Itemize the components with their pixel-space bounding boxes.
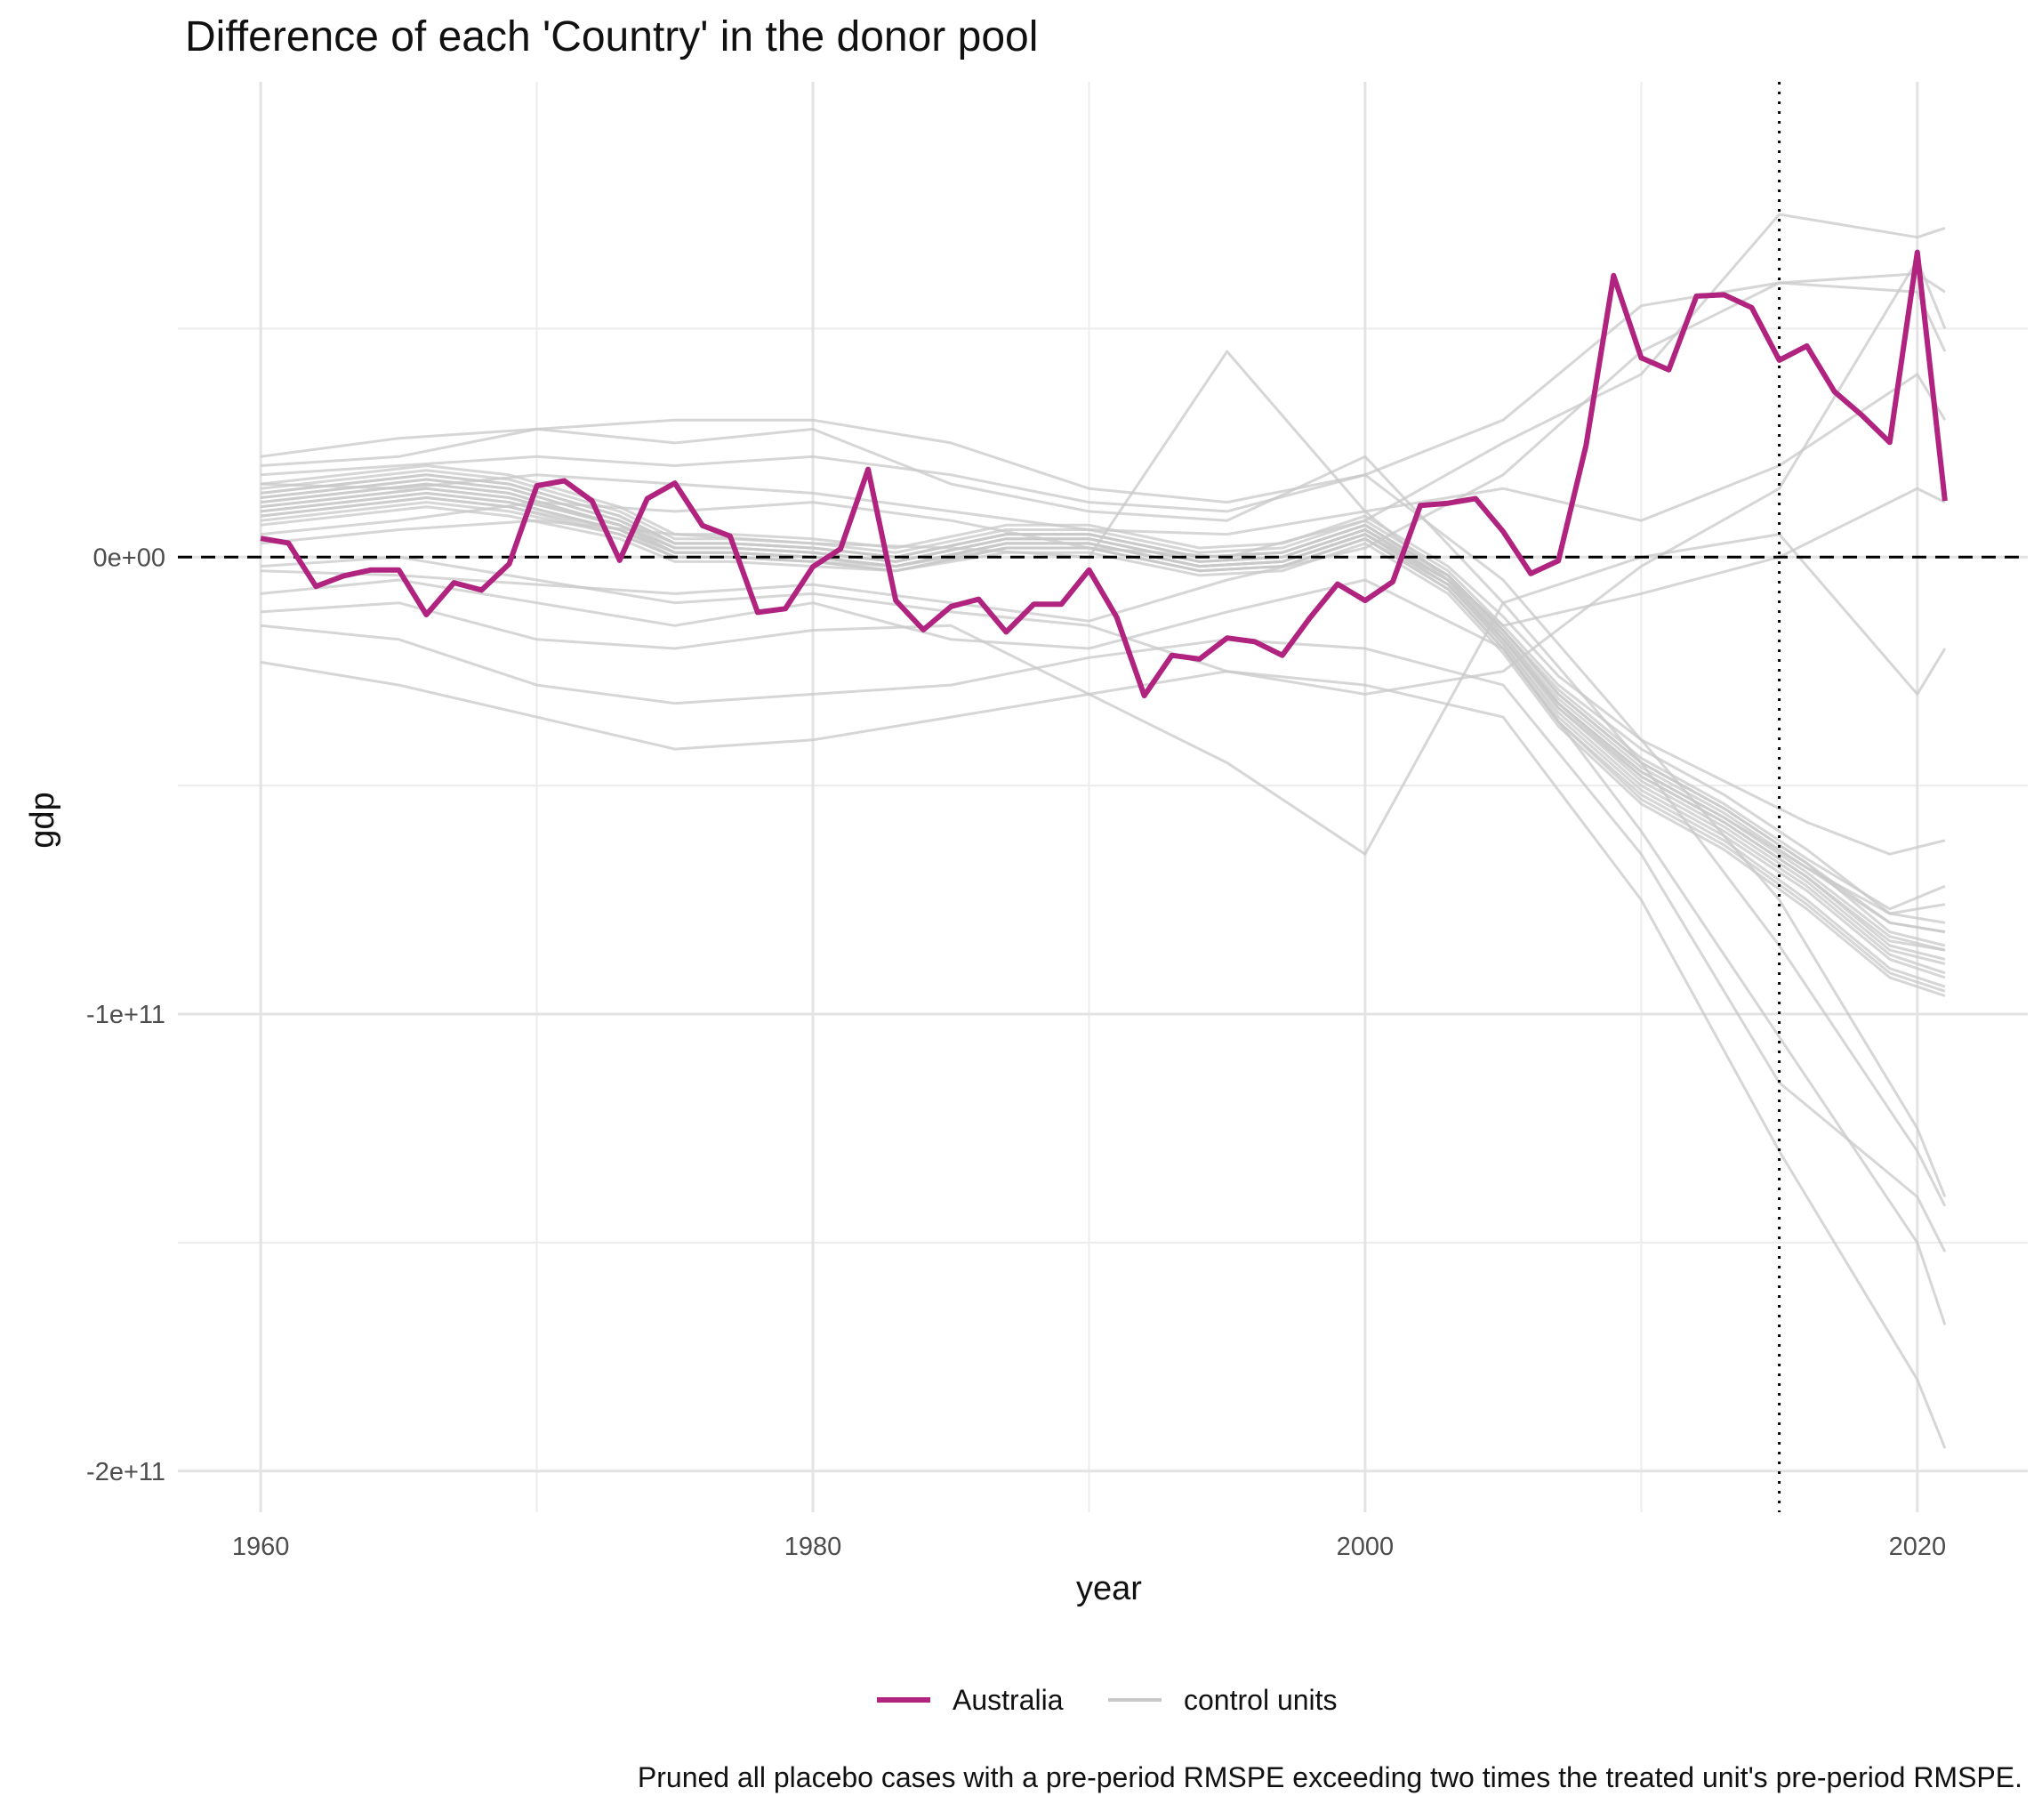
control-unit-line-22 bbox=[260, 213, 1946, 559]
control-unit-line-24 bbox=[261, 373, 1947, 536]
chart-title: Difference of each 'Country' in the dono… bbox=[185, 13, 1039, 60]
grid-lines bbox=[178, 82, 2028, 1512]
control-unit-line-27 bbox=[260, 350, 1946, 627]
control-unit-line-10 bbox=[260, 478, 1946, 911]
x-tick-label: 1980 bbox=[784, 1533, 842, 1561]
x-axis-label: year bbox=[1076, 1570, 1142, 1607]
control-unit-line-15 bbox=[260, 473, 1946, 934]
legend-label-control-units: control units bbox=[1184, 1684, 1338, 1716]
control-unit-line-21 bbox=[260, 281, 1947, 504]
control-unit-line-23 bbox=[261, 272, 1946, 623]
treated-series bbox=[260, 249, 1948, 698]
x-tick-label: 2020 bbox=[1889, 1533, 1947, 1561]
y-tick-label: -1e+11 bbox=[86, 1001, 165, 1029]
control-unit-line-17 bbox=[260, 578, 1947, 1325]
axis-ticks: 1960 1980 2000 2020 0e+00 -1e+11 -2e+11 bbox=[86, 544, 1946, 1561]
control-unit-line-11 bbox=[260, 491, 1946, 952]
australia-line bbox=[260, 249, 1948, 698]
legend: Australia control units bbox=[877, 1684, 1338, 1716]
legend-label-australia: Australia bbox=[953, 1684, 1064, 1716]
control-unit-line-16 bbox=[261, 427, 1947, 1207]
control-unit-line-25 bbox=[261, 258, 1947, 696]
control-unit-line-26 bbox=[261, 533, 1947, 856]
control-unit-line-18 bbox=[260, 660, 1947, 1449]
x-tick-label: 1960 bbox=[232, 1533, 290, 1561]
control-units-lines bbox=[260, 213, 1947, 1449]
control-unit-line-19 bbox=[260, 624, 1947, 1252]
y-axis-label: gdp bbox=[24, 792, 61, 848]
x-tick-label: 2000 bbox=[1337, 1533, 1395, 1561]
control-unit-line-14 bbox=[260, 496, 1946, 993]
control-unit-line-20 bbox=[261, 455, 1947, 1198]
control-unit-line-1 bbox=[260, 491, 1946, 975]
reference-lines bbox=[178, 82, 2028, 1512]
y-tick-label: 0e+00 bbox=[93, 544, 165, 572]
chart-caption: Pruned all placebo cases with a pre-peri… bbox=[637, 1761, 2022, 1793]
y-tick-label: -2e+11 bbox=[86, 1458, 165, 1486]
